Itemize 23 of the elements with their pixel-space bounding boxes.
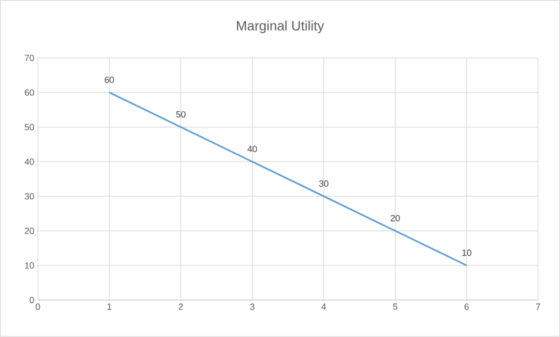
data-label: 20 bbox=[390, 215, 400, 222]
x-tick-label: 3 bbox=[250, 304, 254, 310]
y-tick-label: 70 bbox=[24, 54, 34, 62]
x-tick-label: 6 bbox=[464, 304, 469, 310]
y-tick-label: 0 bbox=[30, 296, 34, 304]
data-label: 60 bbox=[104, 76, 114, 84]
x-tick-label: 5 bbox=[393, 304, 398, 310]
chart-title: Marginal Utility bbox=[237, 20, 324, 34]
y-tick-label: 10 bbox=[25, 262, 34, 269]
x-tick-label: 1 bbox=[108, 304, 112, 310]
y-tick-label: 20 bbox=[24, 228, 34, 234]
x-tick-label: 0 bbox=[36, 304, 40, 310]
y-tick-label: 40 bbox=[24, 158, 34, 165]
y-tick-label: 60 bbox=[24, 89, 34, 96]
y-tick-label: 30 bbox=[24, 193, 34, 200]
x-tick-label: 7 bbox=[536, 304, 540, 310]
y-tick-label: 50 bbox=[24, 124, 34, 130]
data-label: 50 bbox=[176, 111, 186, 118]
data-label: 30 bbox=[319, 180, 328, 187]
data-label: 10 bbox=[462, 250, 472, 256]
x-tick-label: 2 bbox=[178, 304, 183, 310]
x-tick-label: 4 bbox=[321, 304, 326, 310]
data-label: 40 bbox=[247, 146, 257, 152]
